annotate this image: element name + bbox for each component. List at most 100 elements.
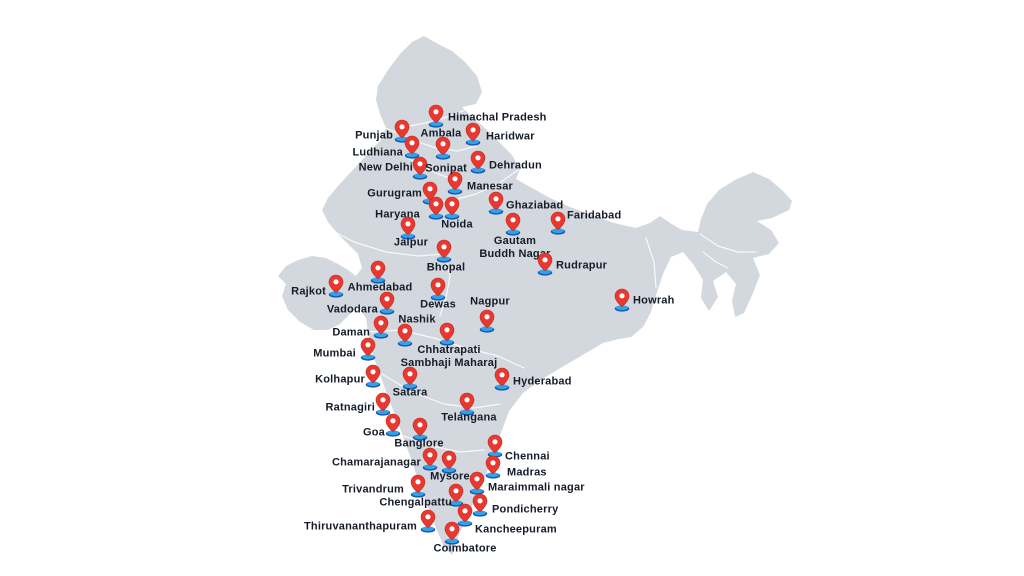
location-pin-icon [444, 196, 460, 220]
location-label-faridabad: Faridabad [567, 209, 622, 222]
map-pin-faridabad[interactable] [549, 211, 567, 235]
map-pin-pondicherry[interactable] [471, 493, 489, 517]
location-label-rajkot: Rajkot [291, 285, 326, 298]
map-pin-kolhapur[interactable] [364, 364, 382, 388]
location-pin-icon [550, 211, 566, 235]
location-pin-icon [412, 417, 428, 441]
location-pin-icon [400, 216, 416, 240]
map-pin-ambala[interactable] [434, 136, 452, 160]
location-label-madras: Madras [507, 466, 547, 479]
map-pin-chennai[interactable] [486, 434, 504, 458]
map-pin-jaipur[interactable] [399, 216, 417, 240]
location-pin-icon [470, 150, 486, 174]
map-pin-thiruvananthapuram[interactable] [419, 509, 437, 533]
map-pin-himachal-pradesh[interactable] [427, 104, 445, 128]
map-pin-rudrapur[interactable] [536, 252, 554, 276]
map-pin-haridwar[interactable] [464, 122, 482, 146]
india-outline [278, 36, 792, 555]
location-pin-icon [365, 364, 381, 388]
location-pin-icon [444, 521, 460, 545]
location-pin-icon [397, 323, 413, 347]
location-label-trivandrum: Trivandrum [342, 483, 404, 496]
location-label-pondicherry: Pondicherry [492, 503, 559, 516]
map-pin-chamarajanagar[interactable] [421, 447, 439, 471]
location-label-new-delhi: New Delhi [358, 161, 413, 174]
map-pin-ahmedabad[interactable] [369, 260, 387, 284]
location-label-ludhiana: Ludhiana [352, 146, 403, 159]
location-pin-icon [410, 474, 426, 498]
map-pin-howrah[interactable] [613, 288, 631, 312]
map-pin-banglore[interactable] [411, 417, 429, 441]
map-pin-maraimmali-nagar[interactable] [468, 471, 486, 495]
map-pin-nashik[interactable] [396, 323, 414, 347]
location-pin-icon [465, 122, 481, 146]
location-label-dehradun: Dehradun [489, 159, 542, 172]
location-pin-icon [404, 135, 420, 159]
map-pin-daman[interactable] [372, 315, 390, 339]
location-label-chamarajanagar: Chamarajanagar [331, 456, 421, 469]
location-label-goa: Goa [363, 426, 385, 439]
map-pin-ludhiana[interactable] [403, 135, 421, 159]
map-pin-chengalpattu[interactable] [447, 483, 465, 507]
location-label-dewas: Dewas [420, 298, 456, 311]
location-label-kancheepuram: Kancheepuram [475, 523, 557, 536]
map-pin-hyderabad[interactable] [493, 367, 511, 391]
map-pin-dehradun[interactable] [469, 150, 487, 174]
location-label-howrah: Howrah [633, 294, 675, 307]
location-label-hyderabad: Hyderabad [513, 375, 572, 388]
map-pin-kancheepuram[interactable] [456, 503, 474, 527]
map-pin-nagpur[interactable] [478, 309, 496, 333]
location-label-satara: Satara [392, 386, 428, 399]
location-pin-icon [373, 315, 389, 339]
map-pin-rajkot[interactable] [327, 274, 345, 298]
location-pin-icon [375, 392, 391, 416]
location-label-coimbatore: Coimbatore [433, 542, 497, 555]
map-pin-goa[interactable] [384, 413, 402, 437]
location-pin-icon [485, 455, 501, 479]
map-pin-mysore[interactable] [440, 450, 458, 474]
map-pin-punjab[interactable] [393, 119, 411, 143]
map-pin-gautam-buddh-nagar[interactable] [504, 212, 522, 236]
map-pin-coimbatore[interactable] [443, 521, 461, 545]
location-label-manesar: Manesar [467, 180, 514, 193]
location-pin-icon [457, 503, 473, 527]
location-pin-icon [447, 171, 463, 195]
location-pin-icon [487, 434, 503, 458]
map-pin-new-delhi[interactable] [411, 156, 429, 180]
location-pin-icon [428, 196, 444, 220]
location-label-gautam-buddh-nagar: Gautam Buddh Nagar [479, 235, 551, 260]
location-label-noida: Noida [441, 218, 473, 231]
map-pin-mumbai[interactable] [359, 337, 377, 361]
map-pin-sonipat[interactable] [446, 171, 464, 195]
location-label-chennai: Chennai [505, 450, 550, 463]
map-pin-bhopal[interactable] [435, 239, 453, 263]
map-pin-dewas[interactable] [429, 277, 447, 301]
map-pin-madras[interactable] [484, 455, 502, 479]
map-pin-satara[interactable] [401, 366, 419, 390]
location-label-ghaziabad: Ghaziabad [506, 199, 564, 212]
location-label-nagpur: Nagpur [470, 295, 510, 308]
location-pin-icon [448, 483, 464, 507]
map-pin-noida[interactable] [443, 196, 461, 220]
location-pin-icon [441, 450, 457, 474]
location-pin-icon [402, 366, 418, 390]
location-label-ambala: Ambala [420, 127, 462, 140]
map-pin-trivandrum[interactable] [409, 474, 427, 498]
map-pin-telangana[interactable] [458, 392, 476, 416]
location-pin-icon [422, 447, 438, 471]
location-label-ahmedabad: Ahmedabad [347, 281, 413, 294]
location-label-punjab: Punjab [355, 129, 393, 142]
map-pin-haryana[interactable] [427, 196, 445, 220]
map-pin-ghaziabad[interactable] [487, 191, 505, 215]
map-pin-vadodara[interactable] [378, 291, 396, 315]
location-label-mumbai: Mumbai [313, 347, 356, 360]
location-label-ratnagiri: Ratnagiri [325, 401, 375, 414]
map-pin-ratnagiri[interactable] [374, 392, 392, 416]
location-label-sonipat: Sonipat [425, 162, 467, 175]
location-label-chhatrapati-sambhaji-maharaj: Chhatrapati Sambhaji Maharaj [400, 344, 498, 369]
location-pin-icon [428, 104, 444, 128]
map-pin-chhatrapati-sambhaji-maharaj[interactable] [438, 322, 456, 346]
